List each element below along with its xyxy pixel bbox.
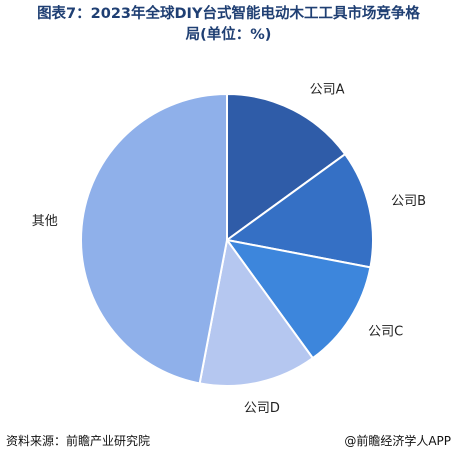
pie-slice	[80, 92, 228, 385]
slice-label: 公司C	[368, 325, 403, 340]
slice-label: 公司D	[244, 401, 280, 416]
chart-title-line1: 图表7：2023年全球DIY台式智能电动木工工具市场竞争格	[37, 6, 420, 22]
brand-credit: @前瞻经济学人APP	[344, 434, 451, 448]
slice-label: 其他	[32, 214, 58, 229]
chart-title: 图表7：2023年全球DIY台式智能电动木工工具市场竞争格 局(单位：%)	[0, 4, 457, 46]
slice-label: 公司A	[310, 82, 345, 97]
chart-title-line2: 局(单位：%)	[185, 27, 272, 43]
pie-slice	[198, 237, 315, 387]
pie-slice	[224, 152, 374, 269]
source-note: 资料来源：前瞻产业研究院	[6, 434, 151, 448]
slice-label: 公司B	[391, 194, 426, 209]
footer: 资料来源：前瞻产业研究院 @前瞻经济学人APP	[0, 430, 457, 456]
pie-chart: 公司A 公司B 公司C 公司D 其他	[32, 82, 426, 416]
pie-slice	[224, 238, 372, 360]
pie-slice	[226, 92, 347, 242]
